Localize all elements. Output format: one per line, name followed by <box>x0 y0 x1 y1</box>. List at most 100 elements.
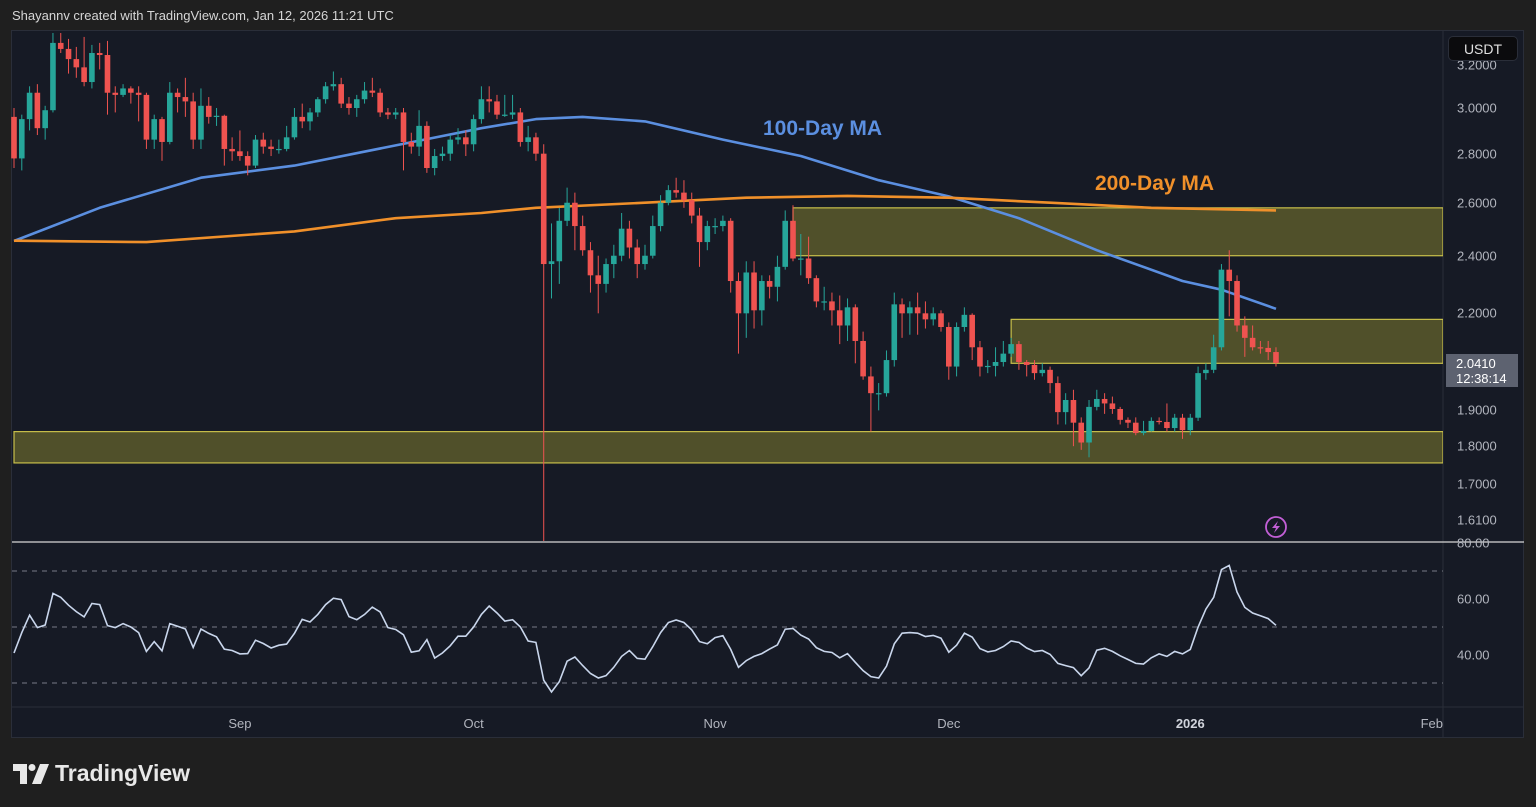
candle <box>128 86 134 104</box>
candle-body <box>797 258 804 260</box>
candle <box>470 114 477 152</box>
candle-body <box>1039 369 1046 374</box>
candle <box>673 177 679 198</box>
candle <box>992 347 999 377</box>
alert-icon[interactable] <box>1265 516 1287 538</box>
candle-body <box>213 115 220 117</box>
candle <box>1055 376 1061 425</box>
time-tick-label: Dec <box>937 716 961 731</box>
candle-body <box>696 215 703 243</box>
candle-body <box>439 153 446 157</box>
candle <box>1242 316 1248 357</box>
candle <box>914 292 921 335</box>
candle-body <box>743 272 750 314</box>
candle <box>774 255 781 302</box>
candle-body <box>1203 369 1209 374</box>
candle <box>556 207 563 284</box>
candle-body <box>509 112 516 115</box>
candle <box>1257 340 1264 354</box>
time-tick-label: Sep <box>228 716 252 731</box>
candle-body <box>377 92 383 113</box>
candle-body <box>470 119 477 145</box>
candle-body <box>907 307 913 314</box>
candle-body <box>595 275 602 284</box>
candle <box>735 272 742 354</box>
candle <box>891 292 898 367</box>
candle <box>463 130 469 157</box>
candle <box>1000 340 1007 367</box>
candle <box>244 151 251 176</box>
candle <box>283 125 290 152</box>
candle <box>1226 250 1233 317</box>
candle <box>618 212 625 262</box>
logo-text: TradingView <box>55 760 191 786</box>
candle <box>1117 406 1123 425</box>
ma100-line[interactable] <box>13 115 1277 311</box>
candle <box>533 132 539 161</box>
currency-button[interactable]: USDT <box>1448 36 1518 61</box>
candle-body <box>135 92 142 95</box>
candle-body <box>18 119 25 159</box>
price-tick-label: 2.6000 <box>1457 195 1497 211</box>
candle <box>42 105 48 140</box>
candle-body <box>1094 398 1100 407</box>
candle-body <box>392 112 399 115</box>
candle <box>408 132 415 154</box>
candle <box>89 44 95 89</box>
candle <box>112 86 119 113</box>
candle <box>946 322 952 380</box>
candle-body <box>112 92 119 95</box>
candle <box>969 313 975 361</box>
candle <box>1203 363 1209 380</box>
candle <box>953 322 960 377</box>
candle <box>907 301 913 335</box>
candle <box>190 92 196 149</box>
candle-body <box>1218 269 1225 348</box>
candle <box>1179 413 1186 439</box>
candle <box>268 139 274 157</box>
candle-body <box>57 42 64 49</box>
candle-body <box>1140 430 1147 434</box>
zone-rect[interactable] <box>13 431 1443 464</box>
candle-body <box>1008 344 1014 354</box>
candle <box>525 125 531 152</box>
candle-body <box>649 226 656 256</box>
candle-body <box>688 200 695 216</box>
candle <box>572 192 578 251</box>
candle <box>603 258 609 293</box>
candle-body <box>346 103 352 108</box>
candle <box>720 215 726 232</box>
candle-body <box>969 314 975 348</box>
candle <box>307 108 313 131</box>
candle <box>1008 337 1014 357</box>
candle <box>424 121 430 173</box>
candle <box>883 350 890 397</box>
candle <box>642 244 648 270</box>
candle-body <box>237 151 243 157</box>
tradingview-logo[interactable]: TradingView <box>13 760 190 787</box>
ma200-line[interactable] <box>13 194 1277 244</box>
candle <box>237 130 243 161</box>
candle <box>657 195 664 232</box>
rsi-line[interactable] <box>13 564 1277 694</box>
candle <box>229 137 235 161</box>
candle <box>696 207 703 267</box>
candle <box>276 139 282 154</box>
zone-rect[interactable] <box>792 207 1443 257</box>
moving-averages <box>13 115 1277 311</box>
candle-body <box>128 88 134 93</box>
rsi-bands <box>12 570 1443 684</box>
candle-body <box>1257 347 1264 349</box>
candle-body <box>42 110 48 129</box>
candle <box>400 108 407 171</box>
zone-rect[interactable] <box>1010 318 1443 364</box>
candle <box>1078 417 1085 450</box>
price-tick-label: 3.0000 <box>1457 100 1497 116</box>
candle <box>1109 396 1116 414</box>
candle <box>1140 420 1147 436</box>
candle <box>922 301 929 329</box>
candle-body <box>1101 398 1108 404</box>
candle-body <box>338 84 344 104</box>
candle-body <box>205 105 212 117</box>
